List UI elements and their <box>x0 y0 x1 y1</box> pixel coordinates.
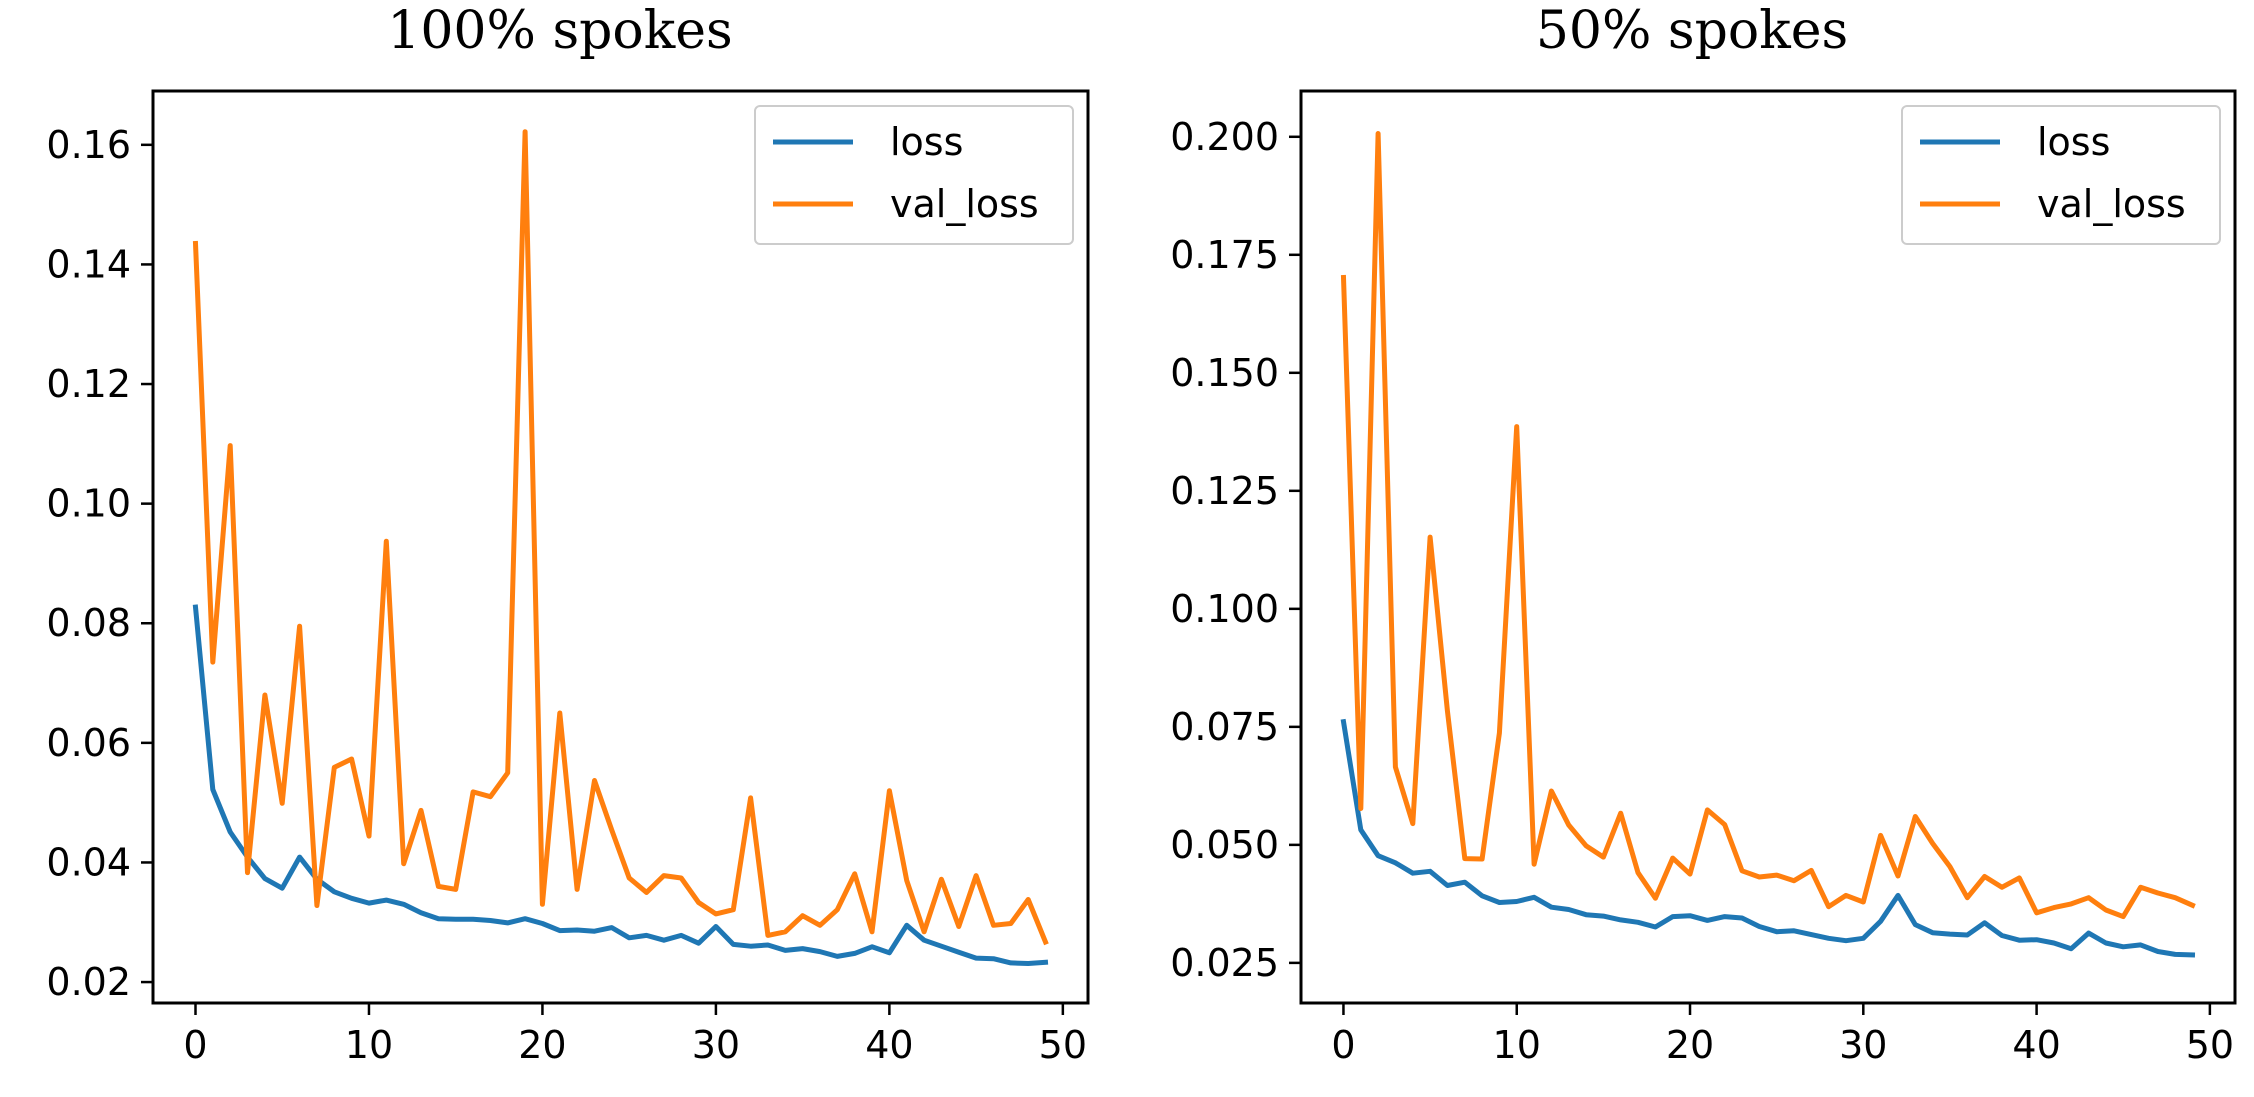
x-tick-label: 40 <box>2012 1023 2060 1067</box>
series-line-val-loss <box>1340 131 2196 920</box>
y-tick-label: 0.075 <box>1170 705 1279 749</box>
x-axis: 0 10 20 30 40 50 <box>183 1003 1087 1067</box>
y-tick-label: 0.02 <box>46 960 131 1004</box>
plot-frame <box>151 89 1090 1005</box>
series-group <box>1340 131 2196 958</box>
y-tick-label: 0.200 <box>1170 115 1279 159</box>
chart-title: 100% spokes <box>387 1 732 61</box>
y-axis: 0.025 0.050 0.075 0.100 0.125 0.150 0.175 0.200 <box>1170 115 1301 985</box>
y-tick-label: 0.125 <box>1170 469 1279 513</box>
y-axis: 0.02 0.04 0.06 0.08 0.10 0.12 0.14 0.16 <box>46 123 153 1004</box>
x-tick-label: 10 <box>345 1023 393 1067</box>
chart-title: 50% spokes <box>1536 1 1848 61</box>
chart-50-spokes: 50% spokes 0.025 0.050 0.075 0.100 0.125 0.15… <box>1170 1 2237 1067</box>
series-line-loss <box>192 604 1049 966</box>
y-tick-label: 0.16 <box>46 123 131 167</box>
plot-frame <box>1299 89 2237 1005</box>
x-tick-label: 30 <box>1839 1023 1887 1067</box>
y-tick-label: 0.12 <box>46 362 131 406</box>
x-tick-label: 50 <box>1039 1023 1087 1067</box>
series-group <box>192 129 1049 966</box>
legend: loss val_loss <box>1901 105 2221 245</box>
y-tick-label: 0.025 <box>1170 941 1279 985</box>
y-tick-label: 0.150 <box>1170 351 1279 395</box>
y-tick-label: 0.04 <box>46 840 131 884</box>
x-tick-label: 30 <box>692 1023 740 1067</box>
legend: loss val_loss <box>754 105 1074 245</box>
y-tick-label: 0.050 <box>1170 823 1279 867</box>
x-tick-label: 20 <box>1666 1023 1714 1067</box>
x-tick-label: 0 <box>183 1023 207 1067</box>
y-tick-label: 0.100 <box>1170 587 1279 631</box>
legend-label-loss: loss <box>890 120 963 164</box>
y-tick-label: 0.14 <box>46 242 131 286</box>
x-tick-label: 50 <box>2186 1023 2234 1067</box>
y-tick-label: 0.06 <box>46 721 131 765</box>
y-tick-label: 0.10 <box>46 482 131 526</box>
y-tick-label: 0.175 <box>1170 233 1279 277</box>
x-tick-label: 10 <box>1493 1023 1541 1067</box>
series-line-loss <box>1340 718 2196 958</box>
x-tick-label: 20 <box>518 1023 566 1067</box>
x-tick-label: 0 <box>1331 1023 1355 1067</box>
x-axis: 0 10 20 30 40 50 <box>1331 1003 2234 1067</box>
legend-label-val-loss: val_loss <box>890 182 1039 226</box>
legend-label-loss: loss <box>2037 120 2110 164</box>
x-tick-label: 40 <box>865 1023 913 1067</box>
y-tick-label: 0.08 <box>46 601 131 645</box>
legend-label-val-loss: val_loss <box>2037 182 2186 226</box>
series-line-val-loss <box>192 129 1049 946</box>
chart-100-spokes: 100% spokes 0.02 0.04 0.06 0.08 0.10 0.12 0.14… <box>46 1 1090 1067</box>
